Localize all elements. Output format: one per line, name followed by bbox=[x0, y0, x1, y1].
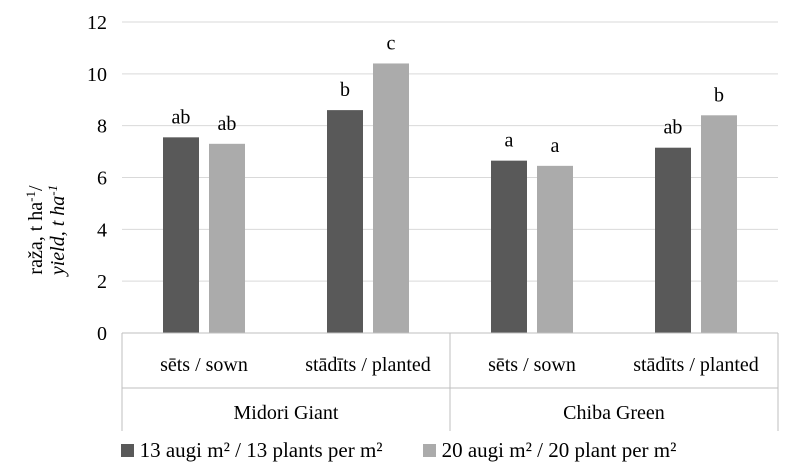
legend-swatch-20-plants bbox=[422, 444, 436, 457]
bar-label: ab bbox=[218, 113, 237, 135]
y-tick-labels: 0 2 4 6 8 10 12 bbox=[87, 12, 107, 345]
bar bbox=[163, 137, 199, 333]
legend-item-20-plants: 20 augi m² / 20 plant per m² bbox=[422, 438, 677, 463]
x-axis: sēts / sown stādīts / planted sēts / sown s… bbox=[121, 332, 779, 431]
legend-swatch-13-plants bbox=[120, 444, 134, 457]
bar-label: c bbox=[387, 32, 396, 54]
x-tick-label: stādīts / planted bbox=[305, 354, 431, 376]
group-label: Chiba Green bbox=[563, 402, 665, 424]
bar-label: b bbox=[340, 79, 350, 101]
bar-label: a bbox=[505, 130, 514, 152]
y-axis-label-line2: yield, t ha-1 bbox=[45, 185, 69, 277]
legend: 13 augi m² / 13 plants per m² 20 augi m²… bbox=[0, 438, 797, 463]
y-tick-label: 10 bbox=[87, 64, 107, 86]
bar-label: ab bbox=[172, 106, 191, 128]
y-tick-label: 0 bbox=[97, 323, 107, 345]
y-tick-label: 12 bbox=[87, 12, 107, 34]
x-tick-label: sēts / sown bbox=[160, 354, 248, 376]
bar bbox=[701, 115, 737, 333]
y-axis-label-line1: raža, t ha-1/ bbox=[23, 185, 47, 275]
bar-label: ab bbox=[664, 117, 683, 139]
y-tick-label: 4 bbox=[97, 219, 107, 241]
bar bbox=[655, 147, 691, 333]
legend-label-13-plants: 13 augi m² / 13 plants per m² bbox=[139, 438, 383, 462]
x-tick-label: sēts / sown bbox=[488, 354, 576, 376]
bar-labels: ab ab b c a a ab b bbox=[172, 32, 724, 156]
bar-label: a bbox=[551, 135, 560, 157]
bar bbox=[373, 63, 409, 333]
bars bbox=[163, 63, 737, 333]
bar-label: b bbox=[714, 84, 724, 106]
x-tick-label: stādīts / planted bbox=[633, 354, 759, 376]
legend-label-20-plants: 20 augi m² / 20 plant per m² bbox=[441, 438, 677, 462]
bar bbox=[209, 143, 245, 333]
group-label: Midori Giant bbox=[234, 402, 339, 424]
bar bbox=[537, 165, 573, 333]
y-tick-label: 6 bbox=[97, 168, 107, 190]
bar bbox=[327, 110, 363, 333]
y-tick-label: 8 bbox=[97, 116, 107, 138]
bar bbox=[491, 160, 527, 333]
legend-item-13-plants: 13 augi m² / 13 plants per m² bbox=[120, 438, 383, 463]
y-tick-label: 2 bbox=[97, 271, 107, 293]
